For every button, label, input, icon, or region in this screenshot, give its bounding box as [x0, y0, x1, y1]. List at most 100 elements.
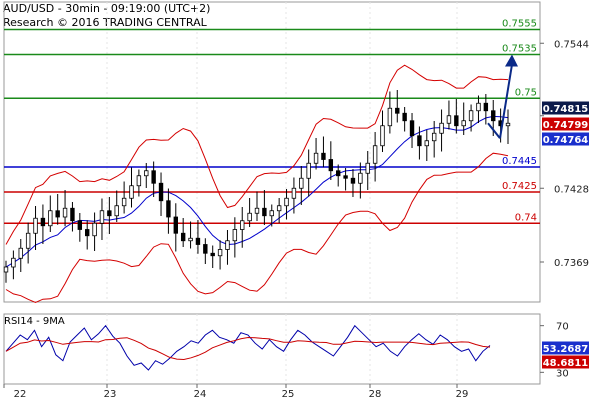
x-tick-label: 28	[369, 389, 382, 400]
price-badge: 0.74799	[543, 120, 589, 131]
candle-body	[158, 182, 164, 202]
price-badge-bg	[542, 132, 589, 146]
candle-body	[380, 125, 385, 147]
key-levels: 0.7555 0.7535 0.75 0.7445 0.7425 0.74	[4, 19, 540, 225]
candle-body	[417, 135, 422, 147]
bollinger-upper	[5, 64, 509, 245]
candle-body	[18, 247, 23, 259]
candle-body	[505, 122, 511, 127]
rsi-badge-bg	[542, 355, 589, 369]
candle-body	[40, 217, 46, 227]
candles	[3, 90, 511, 283]
candle-body	[454, 115, 459, 127]
candle-body	[92, 222, 97, 237]
price-panel-frame	[3, 1, 541, 303]
candle-body	[446, 115, 452, 124]
rsi-panel-frame	[3, 313, 541, 385]
candle-body	[151, 170, 156, 184]
rsi-line	[5, 324, 491, 371]
candle-body	[188, 237, 193, 242]
candle-body	[129, 185, 134, 199]
candle-body	[262, 207, 267, 217]
candle-body	[343, 175, 348, 179]
price-badge: 0.74764	[543, 135, 589, 146]
price-badge-bg	[542, 117, 589, 131]
candle-body	[284, 197, 289, 207]
candle-body	[48, 210, 53, 227]
candle-body	[254, 207, 260, 214]
candle-body	[217, 249, 223, 257]
candle-body	[11, 257, 16, 268]
candle-body	[476, 102, 481, 112]
candle-body	[3, 266, 9, 273]
x-tick-label: 29	[456, 389, 469, 400]
y-tick-label: 0.7369	[554, 258, 589, 269]
candle-body	[365, 162, 370, 174]
level-label: 0.7445	[502, 156, 537, 167]
candle-body	[336, 170, 341, 177]
axes: 0.7544 0.7428 0.7369 70 30 22 23 24 25 28 29	[3, 39, 589, 400]
level-label: 0.74	[515, 212, 537, 223]
level-label: 0.7555	[502, 19, 537, 30]
x-tick-label: 23	[104, 389, 117, 400]
candle-body	[77, 220, 83, 230]
candle-body	[468, 110, 474, 122]
price-badge: 0.74815	[543, 104, 589, 115]
candle-body	[85, 229, 90, 237]
forecast-arrowhead	[505, 54, 518, 67]
x-tick-label: 22	[14, 389, 27, 400]
candle-body	[232, 229, 238, 242]
candle-body	[114, 205, 119, 217]
forecast-segment	[499, 64, 513, 139]
candle-body	[107, 210, 112, 217]
candle-body	[173, 216, 178, 234]
candle-body	[210, 252, 215, 257]
candle-body	[372, 145, 378, 164]
candle-body	[299, 177, 304, 189]
candle-body	[387, 107, 393, 127]
candle-body	[25, 232, 31, 249]
candle-body	[136, 175, 142, 187]
candle-body	[240, 220, 245, 230]
candle-body	[321, 152, 326, 160]
value-badges: 0.74815 0.74799 0.74764 53.2687 48.6811	[542, 101, 589, 369]
grid	[3, 1, 541, 385]
level-label: 0.75	[515, 87, 537, 98]
candle-body	[395, 107, 400, 114]
candle-body	[55, 210, 60, 218]
candle-body	[121, 197, 127, 207]
candle-body	[483, 102, 489, 112]
candle-body	[409, 120, 415, 137]
chart-copyright: Research © 2016 TRADING CENTRAL	[3, 16, 207, 29]
candle-body	[276, 205, 282, 212]
rsi-y-tick-label: 30	[556, 368, 569, 379]
rsi-badge: 48.6811	[543, 358, 589, 369]
candle-body	[491, 110, 496, 122]
level-label: 0.7425	[502, 181, 537, 192]
price-badge-bg	[542, 101, 589, 115]
candle-body	[144, 170, 149, 177]
candle-body	[431, 132, 437, 142]
candle-body	[166, 200, 171, 218]
candle-body	[313, 152, 319, 164]
level-label: 0.7535	[502, 44, 537, 55]
rsi-title: RSI14 - 9MA	[4, 316, 65, 327]
candle-body	[99, 210, 105, 224]
candle-body	[424, 140, 429, 147]
candle-body	[225, 240, 230, 250]
candle-body	[439, 122, 444, 134]
candle-body	[328, 159, 334, 172]
candle-body	[247, 212, 252, 222]
rsi-badge-bg	[542, 341, 589, 355]
candle-body	[70, 207, 75, 222]
candle-body	[269, 210, 274, 217]
bollinger-lower	[5, 152, 509, 303]
candle-body	[203, 244, 208, 254]
moving-average	[5, 115, 509, 268]
candle-body	[358, 172, 363, 184]
rsi-y-tick-label: 70	[556, 322, 569, 333]
candle-body	[62, 207, 68, 218]
rsi-badge: 53.2687	[543, 344, 589, 355]
candle-body	[402, 112, 407, 122]
